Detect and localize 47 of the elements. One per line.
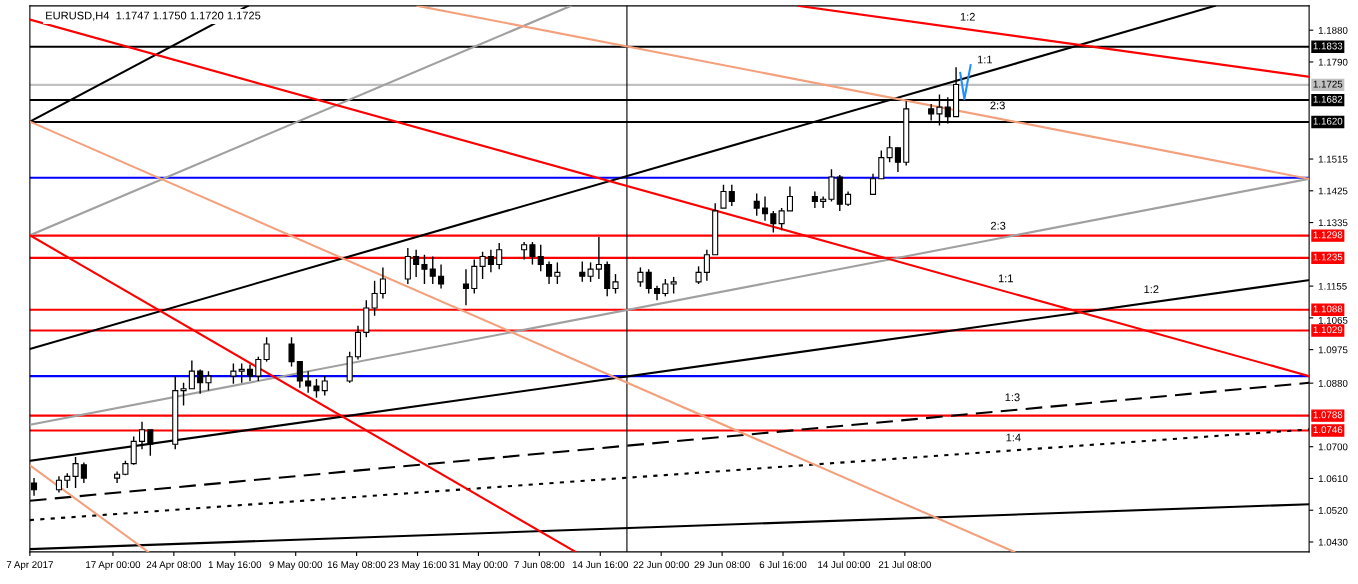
x-tick-label: 1 May 16:00 [208,561,262,570]
y-tick-label: 1.1790 [1318,58,1348,66]
x-tick-label: 6 Jul 16:00 [759,560,807,569]
y-tick-label: 1.0975 [1318,346,1348,354]
y-tick-label: 1.0880 [1318,379,1348,387]
y-tick-label: 1.1515 [1318,155,1348,163]
annotation: 1:2 [960,12,975,21]
x-tick-label: 17 Apr 00:00 [86,561,141,570]
ref-line-label: 1.1833 [1313,42,1343,50]
x-tick-label: 31 May 00:00 [449,561,508,570]
x-tick-label: 16 May 08:00 [327,561,386,570]
annotation: 1:3 [1005,393,1020,402]
chart-title: EURUSD,H4 1.1747 1.1750 1.1720 1.1725 [46,11,261,21]
ref-line-label: 1.0788 [1313,411,1343,419]
annotation: 1:4 [1006,433,1021,442]
ref-line-label: 1.1029 [1313,326,1343,334]
annotation: 2:3 [990,221,1006,230]
y-tick-label: 1.1880 [1318,26,1348,34]
ref-line-label: 1.0746 [1313,426,1343,434]
y-tick-label: 1.1155 [1318,282,1347,290]
annotation: 2:3 [990,101,1005,110]
y-tick-label: 1.1065 [1318,316,1348,324]
x-tick-label: 21 Jul 08:00 [878,560,931,569]
ref-line-label: 1.1298 [1313,231,1343,239]
x-tick-label: 22 Jun 00:00 [633,561,689,569]
x-tick-label: 7 Jun 08:00 [514,561,565,569]
x-tick-label: 14 Jul 00:00 [818,560,871,569]
annotation: 1:1 [998,274,1013,283]
y-tick-label: 1.0520 [1318,506,1348,514]
y-tick-label: 1.0700 [1318,443,1348,451]
x-tick-label: 24 Apr 08:00 [146,561,202,570]
ref-line-label: 1.1682 [1313,95,1343,103]
annotation: 1:1 [977,55,992,64]
x-tick-label: 23 May 16:00 [388,561,447,570]
ref-line-label: 1.1235 [1313,253,1343,261]
x-tick-label: 7 Apr 2017 [6,561,53,570]
y-tick-label: 1.0430 [1318,538,1348,546]
annotation: 1:2 [1144,285,1159,294]
ref-line-label: 1.1725 [1313,80,1343,88]
y-tick-label: 1.0610 [1318,475,1348,483]
ref-line-label: 1.1088 [1313,305,1343,313]
x-tick-label: 9 May 00:00 [269,561,323,570]
x-tick-label: 14 Jun 16:00 [572,561,628,569]
x-tick-label: 29 Jun 08:00 [694,561,750,569]
y-tick-label: 1.1425 [1318,187,1348,195]
ref-line-label: 1.1620 [1313,117,1343,125]
y-tick-label: 1.1335 [1318,219,1348,227]
